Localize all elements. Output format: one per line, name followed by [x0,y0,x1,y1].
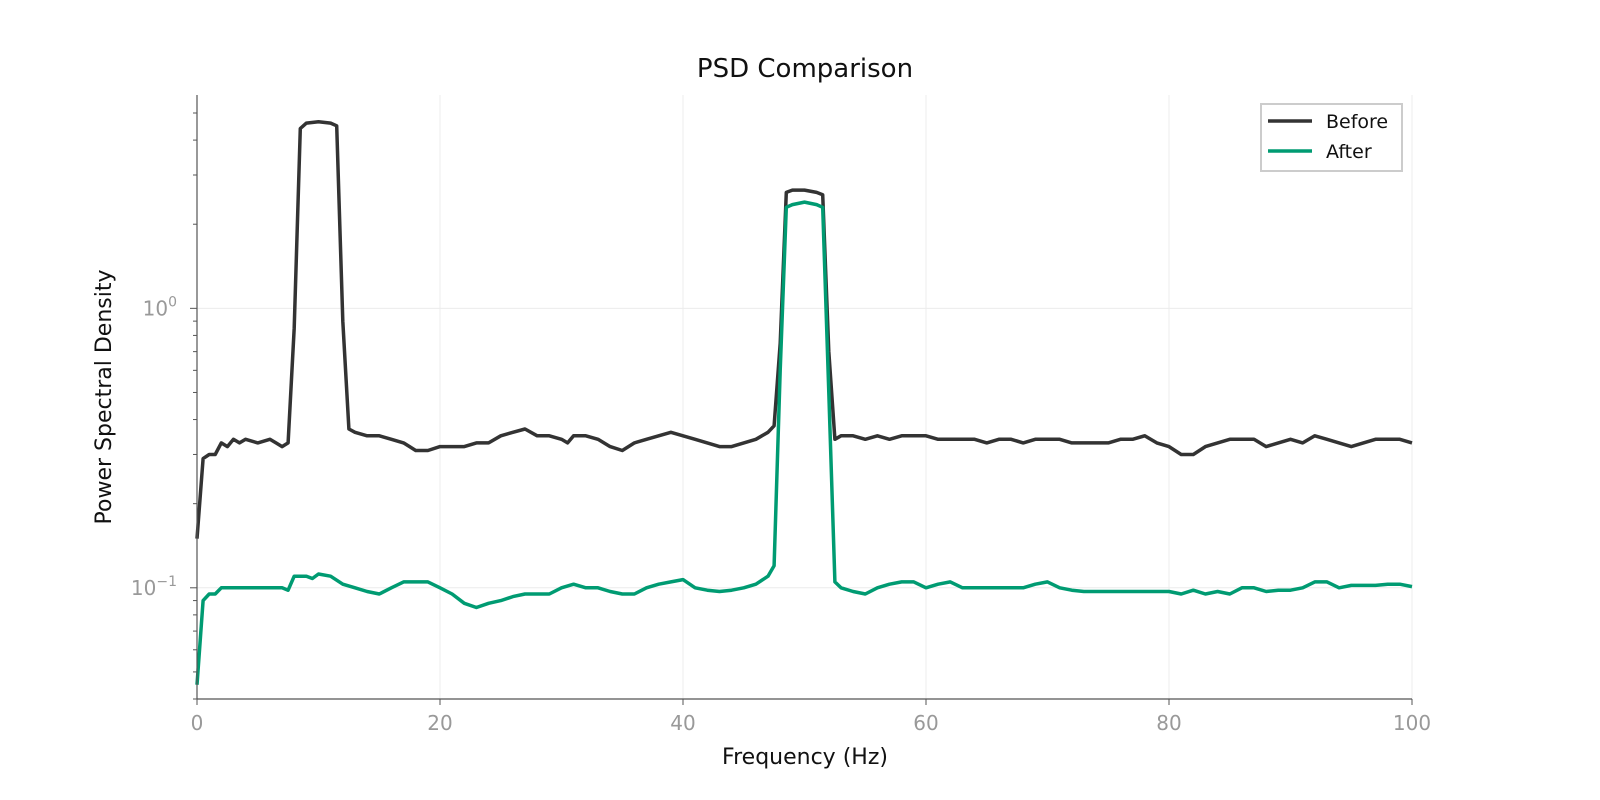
ticks: 0 20 40 60 80 100 10−1 100 [131,112,1431,735]
legend-label-before: Before [1326,111,1388,133]
x-tick-label: 0 [191,711,204,735]
x-tick-label: 40 [670,711,695,735]
y-axis-label: Power Spectral Density [92,270,117,525]
y-tick-label: 100 [143,294,177,320]
x-tick-label: 20 [427,711,452,735]
chart-title: PSD Comparison [697,54,913,84]
legend-frame [1260,103,1403,172]
x-tick-label: 60 [913,711,938,735]
series-lines [195,120,1413,685]
legend-label-after: After [1326,141,1372,163]
x-tick-label: 80 [1156,711,1181,735]
y-tick-label: 10−1 [131,574,177,600]
legend: Before After [1260,103,1403,172]
x-axis-label: Frequency (Hz) [722,745,888,770]
series-line-after [195,200,1413,685]
series-line-before [195,120,1413,539]
grid [196,95,1413,699]
x-tick-label: 100 [1393,711,1431,735]
